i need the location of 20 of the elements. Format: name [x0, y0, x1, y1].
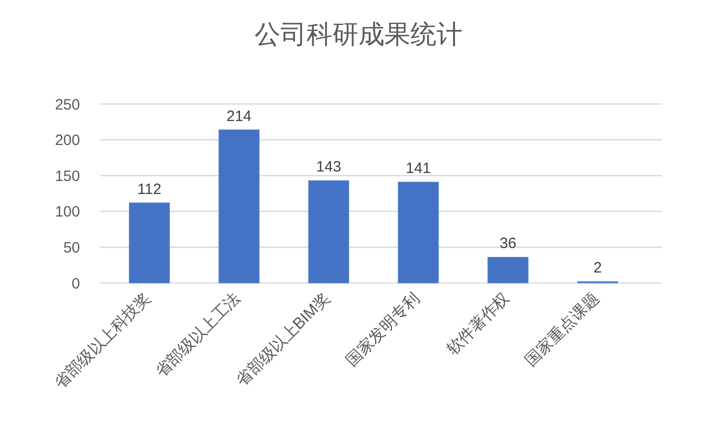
- x-tick-label: 国家发明专利: [342, 289, 424, 370]
- bar: [308, 180, 350, 284]
- data-label: 141: [406, 160, 431, 178]
- data-label: 214: [226, 108, 252, 125]
- chart-title: 公司科研成果统计: [254, 19, 462, 49]
- data-label: 143: [316, 158, 342, 176]
- x-tick-label: 国家重点课题: [522, 289, 602, 370]
- y-tick-label: 250: [54, 96, 80, 114]
- bar: [218, 129, 260, 284]
- bar: [398, 182, 439, 284]
- y-tick-label: 50: [63, 239, 80, 256]
- data-label: 2: [593, 260, 602, 277]
- bar: [488, 256, 528, 284]
- y-tick-label: 200: [54, 132, 80, 150]
- data-label: 112: [137, 180, 162, 198]
- bar: [128, 202, 170, 284]
- data-label: 36: [500, 235, 516, 252]
- x-tick-label: 软件著作权: [444, 289, 513, 358]
- y-tick-label: 100: [54, 204, 80, 221]
- y-tick-label: 150: [54, 168, 80, 185]
